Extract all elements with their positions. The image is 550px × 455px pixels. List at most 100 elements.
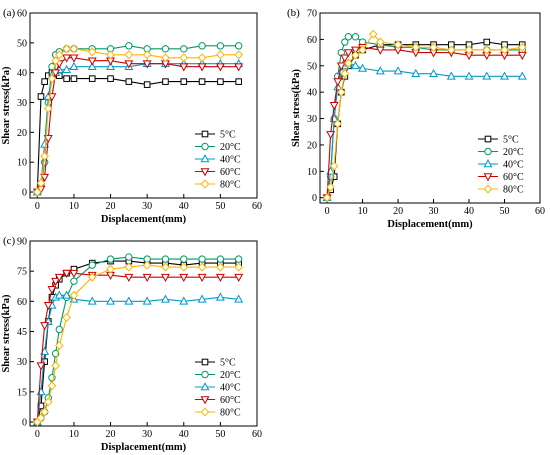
- data-point: [344, 58, 353, 68]
- data-point: [446, 71, 456, 80]
- series-0: [34, 69, 242, 196]
- x-tick-label: 40: [464, 206, 474, 217]
- legend-entry: 80°C: [220, 180, 241, 191]
- data-point: [51, 277, 61, 287]
- y-tick-label: 0: [22, 188, 27, 199]
- y-tick-label: 60: [17, 9, 27, 20]
- legend-entry: 80°C: [220, 408, 241, 419]
- data-point: [33, 187, 42, 197]
- y-tick-label: 45: [17, 327, 27, 338]
- series-4: [33, 260, 243, 427]
- data-point: [87, 272, 97, 282]
- series-line: [326, 62, 523, 198]
- data-point: [368, 29, 378, 39]
- y-tick-label: 20: [17, 128, 27, 139]
- series-3: [32, 269, 244, 427]
- legend-marker: [200, 396, 210, 405]
- legend-entry: 80°C: [503, 185, 524, 196]
- data-point: [87, 61, 97, 71]
- data-point: [234, 42, 243, 50]
- data-point: [44, 397, 53, 407]
- x-axis-title: Displacement(mm): [387, 219, 473, 230]
- data-point: [43, 302, 53, 311]
- data-point: [517, 71, 527, 80]
- plot-frame: [29, 240, 258, 427]
- x-tick-label: 20: [393, 206, 403, 217]
- x-tick-label: 0: [325, 206, 330, 217]
- data-point: [106, 296, 115, 305]
- data-point: [215, 63, 225, 72]
- data-point: [336, 62, 346, 71]
- data-point: [69, 290, 79, 300]
- x-tick-label: 50: [500, 206, 510, 217]
- data-point: [142, 60, 152, 69]
- data-point: [125, 42, 133, 50]
- y-tick-label: 30: [307, 114, 317, 125]
- x-tick-label: 60: [252, 429, 262, 440]
- series-line: [36, 72, 239, 193]
- data-point: [62, 54, 72, 63]
- data-point: [62, 312, 71, 322]
- x-tick-label: 50: [215, 429, 225, 440]
- data-point: [51, 361, 60, 371]
- y-tick-label: 90: [17, 237, 27, 248]
- x-tick-label: 0: [35, 429, 40, 440]
- legend-marker: [484, 147, 492, 156]
- legend-marker: [201, 130, 209, 138]
- legend-entry: 20°C: [503, 147, 524, 158]
- legend-marker: [200, 407, 210, 417]
- data-point: [54, 273, 64, 283]
- data-point: [375, 66, 385, 75]
- data-point: [41, 78, 48, 85]
- data-point: [47, 74, 57, 84]
- data-point: [217, 78, 224, 85]
- data-point: [36, 178, 46, 188]
- legend-entry: 5°C: [503, 135, 519, 146]
- data-point: [429, 42, 438, 52]
- x-tick-label: 60: [535, 206, 545, 217]
- data-point: [376, 37, 385, 47]
- series-line: [36, 264, 239, 423]
- data-point: [47, 285, 57, 295]
- legend-entry: 20°C: [220, 370, 241, 381]
- data-point: [106, 61, 115, 71]
- data-point: [180, 45, 188, 53]
- data-point: [40, 139, 50, 148]
- y-tick-label: 40: [307, 88, 317, 99]
- panel-b: (b) 0 10 20 30 40 50 60 0 10 20 30 40 50 60 70 Displacem…: [287, 7, 545, 230]
- data-point: [142, 260, 152, 270]
- data-point: [464, 71, 474, 80]
- series-2: [32, 290, 244, 426]
- data-point: [340, 54, 350, 63]
- plot-frame: [319, 12, 541, 204]
- panel-c: (c) 0 10 20 30 40 50 60 0 15 30 45 60 75 90 Displacemen…: [1, 235, 262, 453]
- y-tick-label: 30: [17, 357, 27, 368]
- series-2: [322, 58, 527, 202]
- data-point: [70, 75, 78, 82]
- legend-marker: [200, 154, 210, 163]
- x-tick-label: 10: [69, 429, 79, 440]
- data-point: [411, 42, 421, 52]
- data-point: [197, 53, 207, 63]
- legend-marker: [483, 184, 493, 194]
- legend-marker: [200, 179, 210, 189]
- data-point: [393, 66, 403, 75]
- data-point: [62, 290, 72, 299]
- data-point: [517, 51, 527, 61]
- legend-marker: [201, 358, 209, 366]
- data-point: [88, 75, 96, 82]
- data-point: [179, 273, 189, 283]
- y-tick-label: 50: [17, 38, 27, 49]
- series-4: [322, 29, 527, 203]
- x-tick-label: 10: [358, 206, 368, 217]
- x-tick-label: 30: [429, 206, 439, 217]
- y-axis-title: Shear stress(kPa): [1, 66, 12, 145]
- data-point: [464, 45, 474, 55]
- y-tick-label: 50: [307, 61, 317, 72]
- legend-entry: 5°C: [220, 130, 236, 141]
- data-point: [55, 50, 64, 60]
- legend-entry: 40°C: [220, 383, 241, 394]
- data-point: [351, 46, 360, 55]
- data-point: [322, 193, 332, 203]
